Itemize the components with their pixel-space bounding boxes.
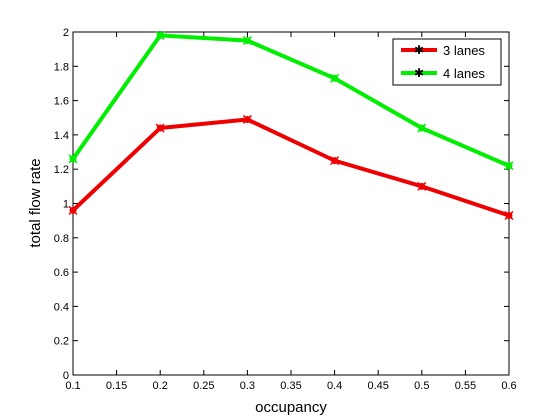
x-tick-label: 0.6 — [501, 380, 516, 392]
data-point-star-stroke — [242, 114, 252, 124]
data-point-4-lanes — [330, 73, 340, 83]
y-tick-label: 0.2 — [54, 336, 69, 348]
x-tick-label: 0.15 — [106, 380, 127, 392]
data-point-4-lanes — [417, 123, 427, 133]
legend-label-3-lanes: 3 lanes — [443, 43, 485, 58]
x-tick-label: 0.4 — [327, 380, 342, 392]
y-tick-label: 1.8 — [54, 61, 69, 73]
y-tick-label: 1 — [63, 199, 69, 211]
legend-box — [392, 38, 502, 86]
x-tick-label: 0.2 — [153, 380, 168, 392]
data-point-star-stroke — [330, 156, 340, 166]
data-point-4-lanes — [155, 30, 165, 40]
y-axis-title: total flow rate — [27, 158, 44, 247]
y-axis: 0 0.2 0.4 0.6 0.8 1 1.2 1.4 1.6 1.8 2 — [54, 27, 509, 382]
data-point-3-lanes — [242, 114, 252, 124]
data-point-4-lanes — [504, 161, 514, 171]
data-point-3-lanes — [155, 123, 165, 133]
legend: ✱ 3 lanes ✱ 4 lanes — [392, 38, 502, 86]
x-tick-label: 0.5 — [414, 380, 429, 392]
data-point-star-stroke — [68, 154, 78, 164]
x-tick-label: 0.35 — [280, 380, 301, 392]
x-tick-label: 0.45 — [367, 380, 388, 392]
data-point-star-stroke — [155, 30, 165, 40]
y-tick-label: 0.4 — [54, 301, 69, 313]
x-axis-title: occupancy — [255, 399, 327, 416]
x-tick-label: 0.1 — [65, 380, 80, 392]
data-point-star-stroke — [504, 210, 514, 221]
data-point-star-stroke — [330, 73, 340, 83]
data-point-star-stroke — [417, 181, 427, 191]
y-tick-label: 0 — [63, 370, 69, 382]
data-point-star-stroke — [504, 161, 514, 171]
data-point-3-lanes — [330, 156, 340, 166]
y-tick-label: 0.8 — [54, 233, 69, 245]
data-point-3-lanes — [504, 210, 514, 221]
data-point-star-stroke — [242, 36, 252, 46]
y-tick-label: 1.4 — [54, 130, 69, 142]
y-tick-label: 0.6 — [54, 267, 69, 279]
x-axis: 0.1 0.15 0.2 0.25 0.3 0.35 0.4 0.45 0.5 0.55 0.6 — [65, 32, 517, 392]
series-line-3-lanes — [71, 117, 510, 218]
legend-label-4-lanes: 4 lanes — [443, 66, 485, 81]
x-tick-label: 0.55 — [455, 380, 476, 392]
data-point-3-lanes — [417, 181, 427, 191]
legend-marker-4-lanes: ✱ — [414, 66, 424, 80]
legend-marker-3-lanes: ✱ — [414, 43, 424, 57]
x-tick-label: 0.25 — [193, 380, 214, 392]
y-tick-label: 1.6 — [54, 96, 69, 108]
x-tick-label: 0.3 — [240, 380, 255, 392]
data-point-3-lanes — [68, 205, 78, 215]
y-tick-label: 2 — [63, 27, 69, 39]
series-layer — [68, 30, 514, 221]
data-point-4-lanes — [242, 36, 252, 46]
data-point-star-stroke — [155, 123, 165, 133]
series-line-4-lanes — [71, 33, 510, 168]
plot-area — [72, 31, 510, 376]
data-point-star-stroke — [68, 205, 78, 215]
data-point-star-stroke — [417, 123, 427, 133]
y-tick-label: 1.2 — [54, 164, 69, 176]
data-point-4-lanes — [68, 154, 78, 164]
